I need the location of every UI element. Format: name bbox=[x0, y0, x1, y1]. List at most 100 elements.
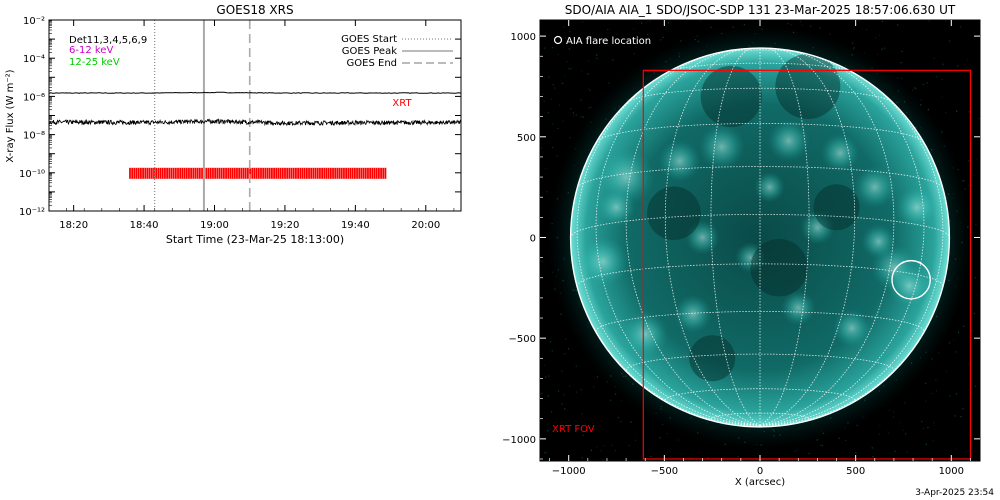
noise-pixel bbox=[641, 22, 643, 24]
legend-6-12kev: 6-12 keV bbox=[69, 45, 113, 56]
xrt-bar bbox=[364, 167, 367, 179]
noise-pixel bbox=[700, 20, 702, 22]
noise-pixel bbox=[596, 57, 598, 59]
grid-line bbox=[759, 47, 810, 426]
noise-pixel bbox=[956, 110, 958, 112]
noise-pixel bbox=[603, 445, 605, 447]
noise-pixel bbox=[582, 37, 584, 39]
xrt-bar bbox=[347, 167, 350, 179]
grid-line bbox=[664, 48, 761, 426]
xrt-bar bbox=[192, 167, 195, 179]
xrt-observation-bars bbox=[129, 167, 387, 179]
grid-line bbox=[576, 166, 944, 188]
legend-goes-start: GOES Start bbox=[341, 34, 397, 45]
xrt-bar bbox=[275, 167, 278, 179]
noise-pixel bbox=[588, 88, 590, 90]
xrt-bar bbox=[369, 167, 372, 179]
xrt-bar bbox=[216, 167, 219, 179]
noise-pixel bbox=[897, 24, 899, 26]
noise-pixel bbox=[689, 459, 691, 461]
noise-pixel bbox=[617, 416, 619, 419]
noise-pixel bbox=[968, 160, 970, 162]
noise-pixel bbox=[976, 294, 979, 296]
x-tick-label: 18:20 bbox=[59, 220, 88, 231]
noise-pixel bbox=[966, 59, 969, 61]
right-x-tick-labels: −1000 −500 0 500 1000 bbox=[552, 466, 964, 477]
noise-pixel bbox=[551, 411, 553, 413]
xrt-bar bbox=[194, 167, 197, 179]
xrt-bar bbox=[332, 167, 334, 179]
coronal-hole bbox=[689, 335, 736, 382]
xrt-bar bbox=[281, 167, 284, 179]
noise-pixel bbox=[633, 28, 635, 30]
noise-pixel bbox=[855, 452, 857, 454]
xrt-bar bbox=[260, 167, 262, 179]
noise-pixel bbox=[561, 403, 563, 405]
noise-pixel bbox=[600, 450, 602, 452]
xrt-bar bbox=[150, 167, 153, 179]
noise-pixel bbox=[878, 433, 880, 435]
xrt-bar bbox=[185, 167, 188, 179]
xrt-bar bbox=[159, 167, 162, 179]
noise-pixel bbox=[941, 96, 943, 98]
noise-pixel bbox=[936, 76, 938, 78]
grid-line bbox=[625, 49, 761, 426]
noise-pixel bbox=[541, 147, 543, 149]
xrt-bar bbox=[295, 167, 297, 179]
noise-pixel bbox=[894, 450, 896, 452]
coronal-hole bbox=[647, 186, 701, 241]
noise-pixel bbox=[541, 392, 543, 394]
xrt-bar bbox=[271, 167, 273, 179]
noise-pixel bbox=[575, 114, 577, 116]
xrt-bar bbox=[257, 167, 260, 179]
noise-pixel bbox=[570, 68, 572, 70]
y-tick-label: 10⁻¹² bbox=[19, 207, 45, 218]
noise-pixel bbox=[580, 116, 582, 118]
noise-pixel bbox=[669, 20, 671, 22]
noise-pixel bbox=[952, 338, 955, 341]
active-region bbox=[767, 119, 810, 162]
noise-pixel bbox=[893, 411, 895, 413]
noise-pixel bbox=[547, 112, 549, 114]
flare-legend-label: AIA flare location bbox=[566, 36, 651, 47]
xrt-bar bbox=[229, 167, 232, 179]
noise-pixel bbox=[551, 47, 554, 49]
noise-pixel bbox=[935, 390, 937, 392]
xrt-bar bbox=[144, 167, 147, 179]
noise-pixel bbox=[888, 410, 890, 412]
xrt-bar bbox=[155, 167, 158, 179]
noise-pixel bbox=[543, 77, 545, 79]
noise-pixel bbox=[634, 439, 637, 441]
xrt-bar bbox=[340, 167, 343, 179]
noise-pixel bbox=[549, 341, 552, 343]
xrt-bar bbox=[316, 167, 319, 179]
legend-12-25kev: 12-25 keV bbox=[69, 57, 120, 68]
xrt-bar bbox=[240, 167, 243, 179]
goes-long-series bbox=[49, 91, 461, 94]
active-region bbox=[597, 188, 636, 227]
noise-pixel bbox=[974, 385, 976, 387]
grid-line bbox=[759, 48, 856, 426]
noise-pixel bbox=[551, 147, 554, 149]
noise-pixel bbox=[649, 20, 651, 22]
noise-pixel bbox=[602, 459, 604, 461]
xrt-bar bbox=[251, 167, 254, 179]
xrt-bar bbox=[209, 167, 212, 179]
noise-pixel bbox=[933, 424, 935, 426]
left-y-tick-labels: 10⁻¹² 10⁻¹⁰ 10⁻⁸ 10⁻⁶ 10⁻⁴ 10⁻² bbox=[19, 16, 45, 218]
noise-pixel bbox=[968, 111, 971, 113]
noise-pixel bbox=[954, 415, 956, 417]
noise-pixel bbox=[544, 452, 546, 454]
noise-pixel bbox=[547, 430, 549, 432]
xrt-bar bbox=[358, 167, 361, 179]
noise-pixel bbox=[545, 376, 547, 378]
noise-pixel bbox=[710, 26, 712, 28]
noise-pixel bbox=[562, 120, 564, 122]
noise-pixel bbox=[551, 350, 553, 352]
y-tick-label: 0 bbox=[530, 233, 536, 244]
noise-pixel bbox=[852, 42, 854, 44]
noise-pixel bbox=[884, 47, 886, 49]
noise-pixel bbox=[565, 338, 567, 340]
noise-pixel bbox=[607, 40, 609, 42]
